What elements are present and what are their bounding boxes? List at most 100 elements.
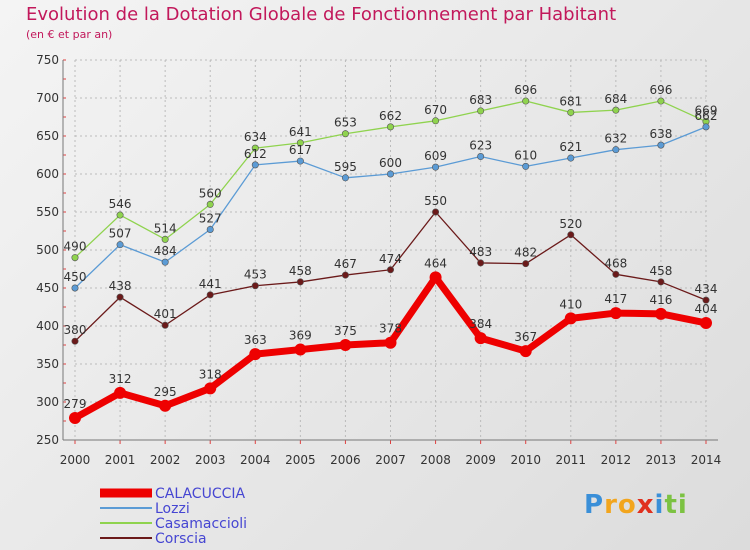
point-casamaccioli xyxy=(657,97,665,105)
point-calacuccia xyxy=(114,386,127,399)
point-corscia xyxy=(477,259,485,267)
data-label-lozzi: 610 xyxy=(514,148,537,162)
data-label-calacuccia: 279 xyxy=(64,397,87,411)
data-label-lozzi: 632 xyxy=(604,132,627,146)
x-tick-label: 2000 xyxy=(60,453,91,467)
data-label-corscia: 458 xyxy=(289,264,312,278)
labels-layer: 490 546 514 560 634 641 653 662 670 683 696 681 684 6… xyxy=(64,83,718,411)
point-lozzi xyxy=(206,225,214,233)
data-label-casamaccioli: 696 xyxy=(514,83,537,97)
data-label-calacuccia: 318 xyxy=(199,367,222,381)
data-label-lozzi: 527 xyxy=(199,211,222,225)
point-casamaccioli xyxy=(206,200,214,208)
point-corscia xyxy=(161,321,169,329)
point-calacuccia xyxy=(339,339,352,351)
data-label-casamaccioli: 696 xyxy=(649,83,672,97)
data-label-corscia: 520 xyxy=(559,217,582,231)
legend-label-corscia: Corscia xyxy=(155,531,207,547)
point-corscia xyxy=(296,278,304,286)
data-label-lozzi: 609 xyxy=(424,149,447,163)
point-calacuccia xyxy=(159,399,172,412)
point-casamaccioli xyxy=(116,211,124,219)
series-layer xyxy=(69,97,712,424)
data-label-lozzi: 623 xyxy=(469,139,492,153)
point-casamaccioli xyxy=(612,106,620,114)
data-label-calacuccia: 369 xyxy=(289,329,312,343)
data-label-corscia: 401 xyxy=(154,307,177,321)
data-label-casamaccioli: 681 xyxy=(559,94,582,108)
data-label-calacuccia: 375 xyxy=(334,324,357,338)
data-label-corscia: 474 xyxy=(379,252,402,266)
logo-letter: i xyxy=(677,490,688,520)
data-label-calacuccia: 416 xyxy=(649,293,672,307)
data-label-calacuccia: 367 xyxy=(514,330,537,344)
axes-layer: 250 300 350 400 450 500 550 600 650 700 750 2000 200… xyxy=(36,53,721,467)
data-label-corscia: 438 xyxy=(109,279,132,293)
point-corscia xyxy=(116,293,124,301)
x-tick-label: 2003 xyxy=(195,453,226,467)
point-lozzi xyxy=(161,258,169,266)
data-label-lozzi: 638 xyxy=(649,127,672,141)
point-corscia xyxy=(341,271,349,279)
grid-layer xyxy=(74,59,707,441)
data-label-lozzi: 621 xyxy=(559,140,582,154)
point-calacuccia xyxy=(294,343,307,356)
y-tick-label: 550 xyxy=(36,205,59,219)
proxiti-logo: Proxiti xyxy=(584,490,688,520)
y-tick-label: 250 xyxy=(36,433,59,447)
data-label-corscia: 434 xyxy=(695,282,718,296)
point-corscia xyxy=(71,337,79,345)
point-calacuccia xyxy=(204,382,217,395)
data-label-corscia: 482 xyxy=(514,246,537,260)
data-label-casamaccioli: 641 xyxy=(289,125,312,139)
point-lozzi xyxy=(567,154,575,162)
point-corscia xyxy=(567,231,575,239)
point-casamaccioli xyxy=(477,107,485,115)
point-corscia xyxy=(251,282,259,290)
point-lozzi xyxy=(612,146,620,154)
data-label-calacuccia: 464 xyxy=(424,256,447,270)
y-tick-label: 750 xyxy=(36,53,59,67)
point-calacuccia xyxy=(69,411,81,424)
data-label-lozzi: 600 xyxy=(379,156,402,170)
data-label-lozzi: 484 xyxy=(154,244,177,258)
point-calacuccia xyxy=(474,332,487,345)
point-lozzi xyxy=(341,174,349,182)
data-label-casamaccioli: 653 xyxy=(334,116,357,130)
data-label-calacuccia: 363 xyxy=(244,333,267,347)
data-label-calacuccia: 295 xyxy=(154,385,177,399)
x-tick-label: 2006 xyxy=(330,453,361,467)
x-tick-label: 2012 xyxy=(601,453,632,467)
point-corscia xyxy=(206,291,214,299)
y-tick-label: 300 xyxy=(36,395,59,409)
point-lozzi xyxy=(71,284,79,292)
x-tick-label: 2007 xyxy=(375,453,406,467)
point-calacuccia xyxy=(519,345,532,358)
x-tick-label: 2009 xyxy=(465,453,496,467)
chart-title: Evolution de la Dotation Globale de Fonc… xyxy=(26,4,617,25)
point-casamaccioli xyxy=(567,108,575,116)
logo-letter: i xyxy=(654,490,665,520)
point-calacuccia xyxy=(384,336,397,349)
data-label-corscia: 550 xyxy=(424,194,447,208)
point-casamaccioli xyxy=(296,139,304,147)
x-tick-label: 2008 xyxy=(420,453,451,467)
legend-label-lozzi: Lozzi xyxy=(155,501,190,517)
legend-label-calacuccia: CALACUCCIA xyxy=(155,486,246,502)
data-label-lozzi: 612 xyxy=(244,147,267,161)
point-corscia xyxy=(702,296,710,304)
logo-letter: t xyxy=(664,490,678,520)
point-corscia xyxy=(432,208,440,216)
point-casamaccioli xyxy=(71,254,79,262)
y-tick-label: 350 xyxy=(36,357,59,371)
x-tick-label: 2014 xyxy=(691,453,722,467)
x-tick-label: 2004 xyxy=(240,453,271,467)
point-casamaccioli xyxy=(522,97,530,105)
y-tick-label: 400 xyxy=(36,319,59,333)
x-tick-label: 2010 xyxy=(510,453,541,467)
point-lozzi xyxy=(116,241,124,249)
point-casamaccioli xyxy=(432,117,440,125)
point-lozzi xyxy=(251,161,259,169)
point-lozzi xyxy=(386,170,394,178)
